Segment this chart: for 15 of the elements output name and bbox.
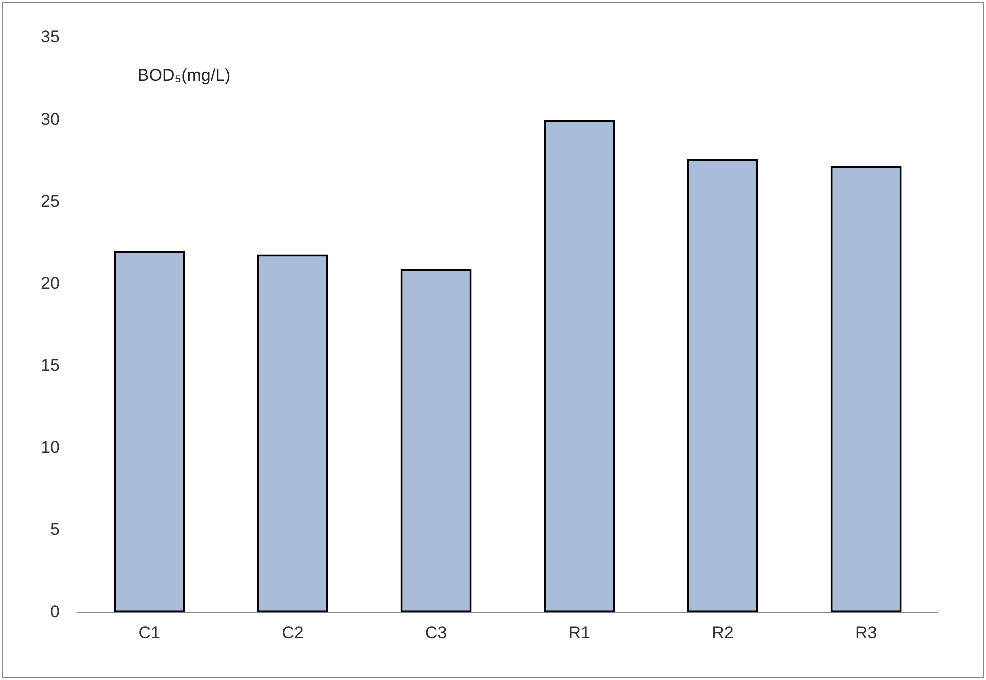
annotation: BOD₅(mg/L) [138,66,231,86]
x-tick-label: R3 [855,623,878,642]
x-tick-label: R2 [712,623,734,642]
x-tick-label: R1 [568,623,590,642]
y-tick-label: 35 [40,28,60,47]
y-tick-label: 5 [50,520,60,540]
y-tick-label: 20 [40,274,60,293]
y-tick-label: 0 [50,602,60,622]
y-tick-label: 15 [40,356,60,376]
x-tick-label: C1 [138,623,160,642]
y-tick-label: 30 [40,110,60,129]
x-tick-label: C2 [282,623,304,642]
x-tick-label: C3 [425,623,448,642]
y-tick-label: 10 [40,438,60,458]
y-tick-label: 25 [40,192,60,211]
